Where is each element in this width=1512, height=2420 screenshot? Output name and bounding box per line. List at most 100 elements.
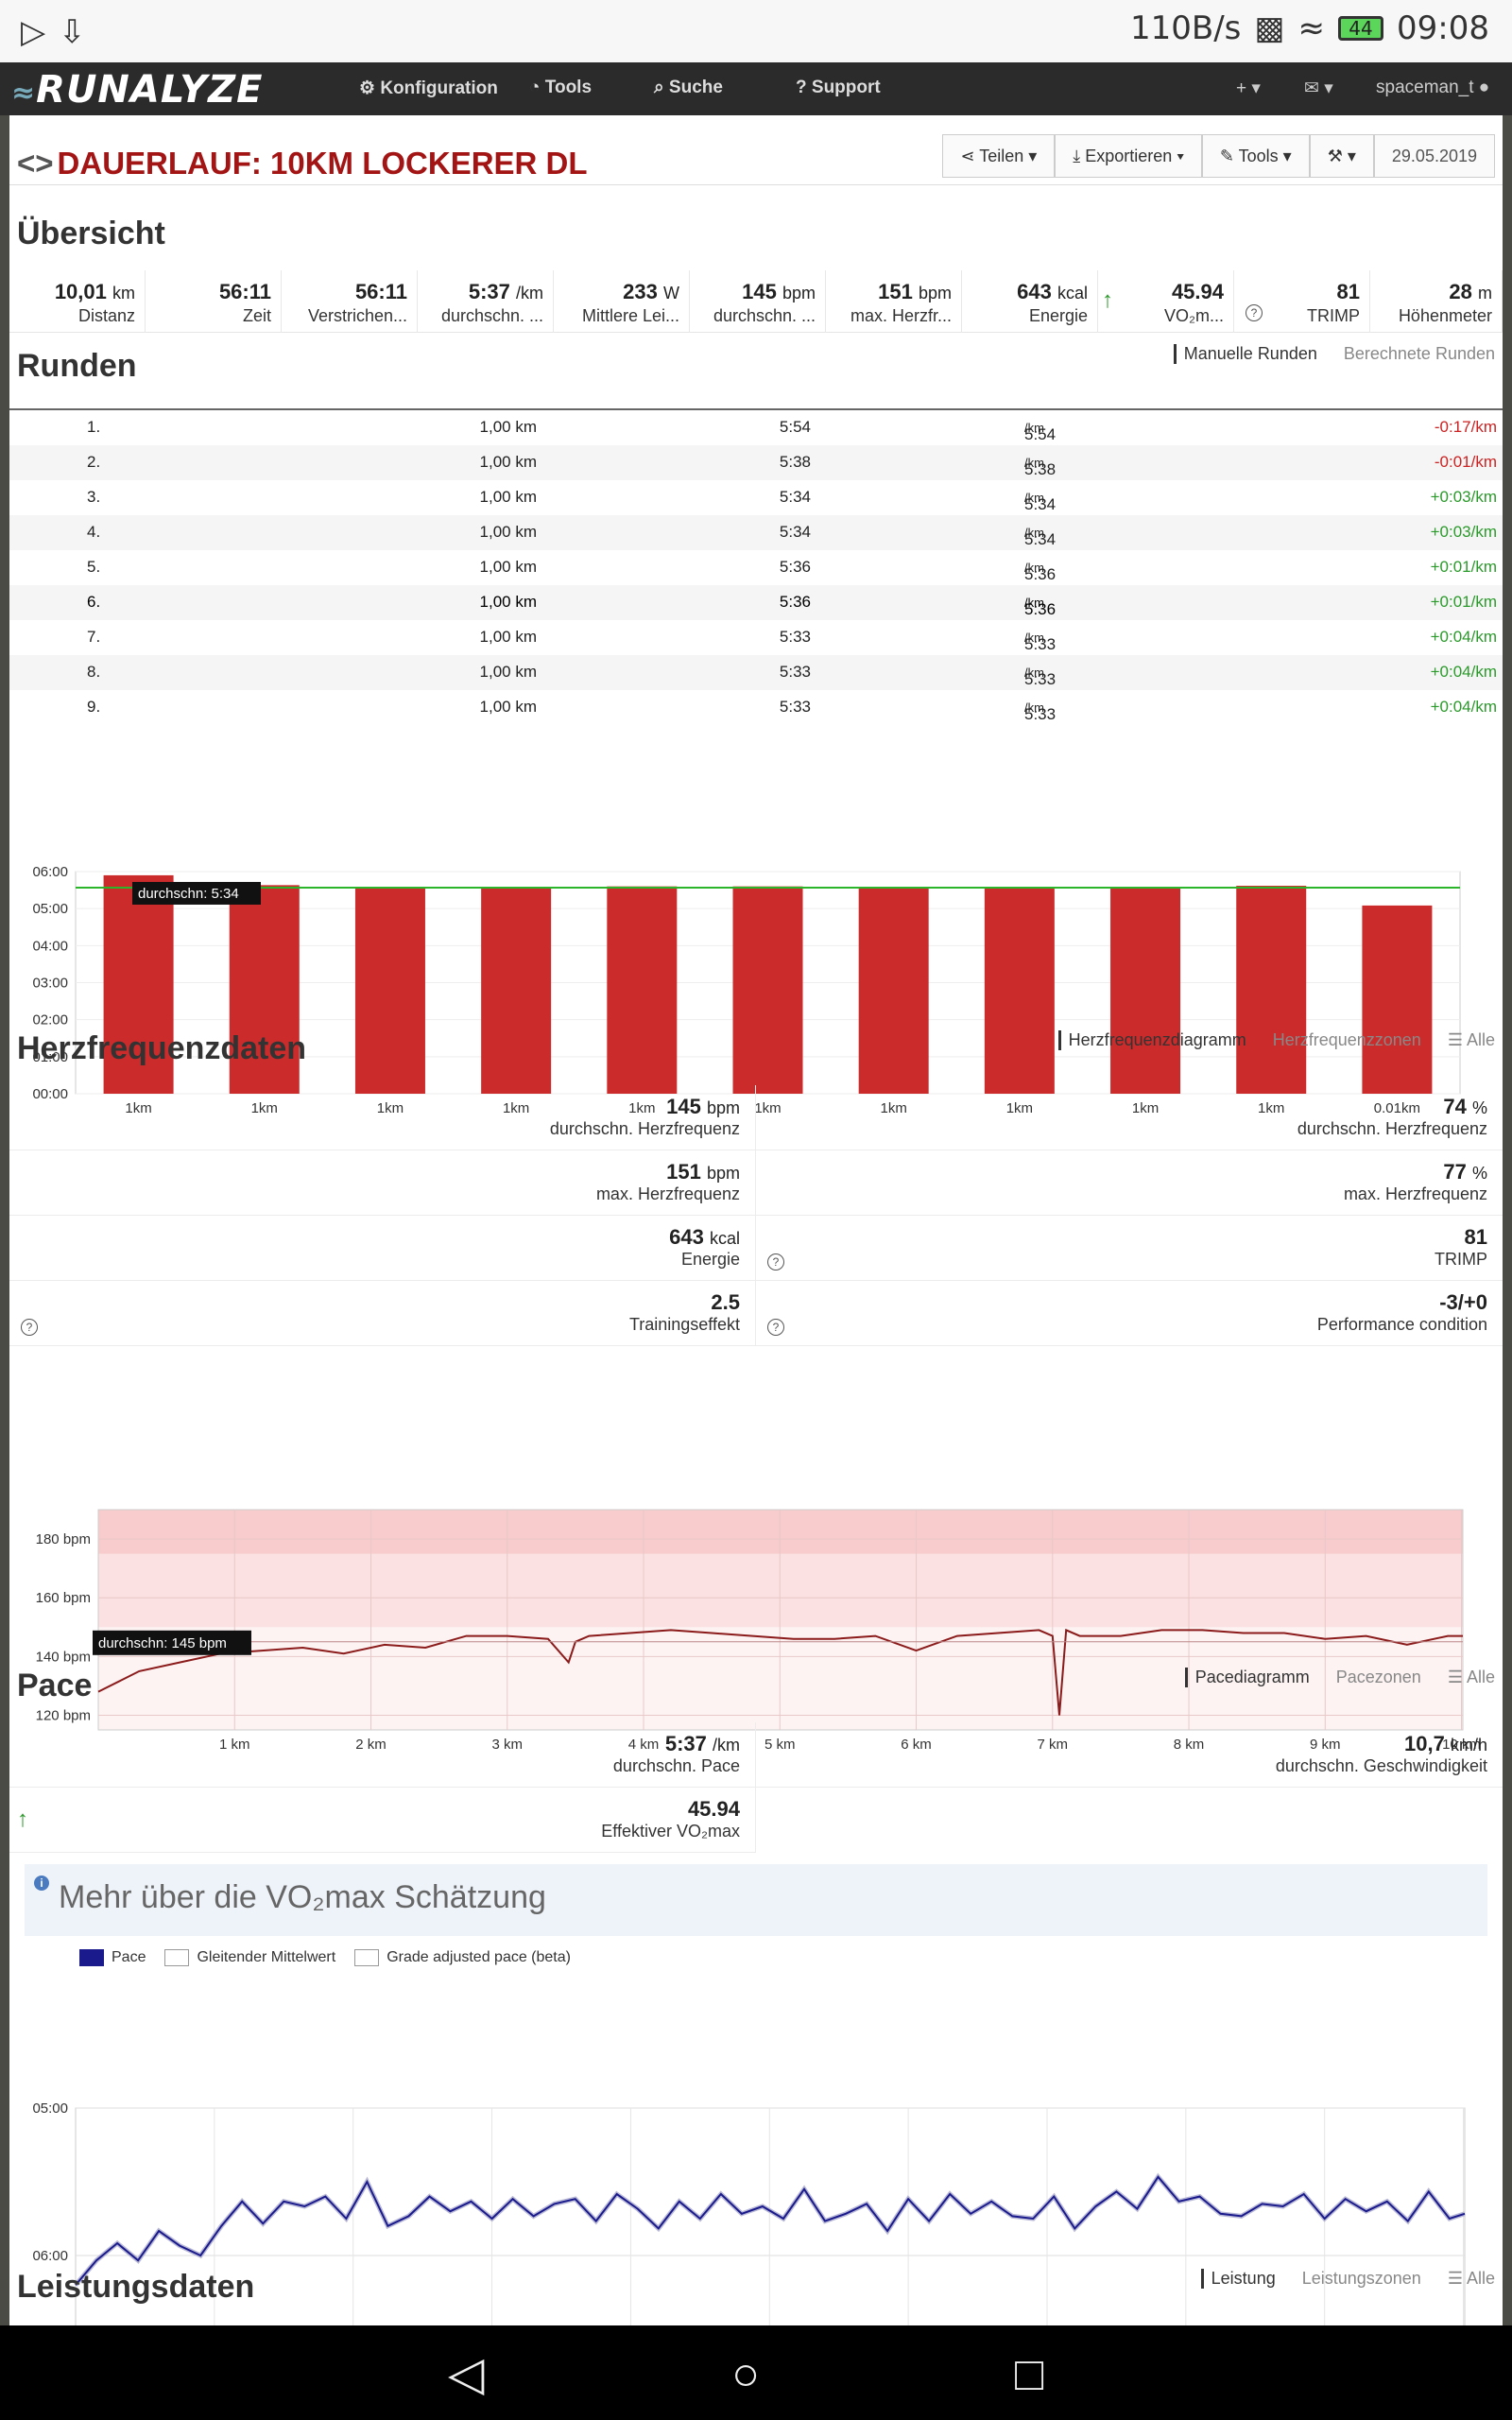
overview-stat: 81 TRIMP? — [1234, 270, 1370, 333]
lap-bar[interactable] — [481, 887, 552, 1094]
prev-next-arrows-icon[interactable]: <> — [17, 146, 54, 181]
hr-stat: 74 % durchschn. Herzfrequenz — [756, 1085, 1503, 1150]
arrow-up-icon: ↑ — [1102, 287, 1113, 313]
hr-chart-xtick: 2 km — [355, 1737, 387, 1753]
lap-row[interactable]: 5. 1,00 km 5:36 5:36/km +0:01/km — [9, 550, 1503, 585]
tab-berechnete-runden[interactable]: Berechnete Runden — [1343, 344, 1495, 363]
hr-chart-xtick: 8 km — [1174, 1737, 1205, 1753]
bar-chart-xtick: 1km — [1006, 1100, 1033, 1116]
lap-row[interactable]: 4. 1,00 km 5:34 5:34/km +0:03/km — [9, 515, 1503, 550]
vo2max-info-link[interactable]: Mehr über die VO₂max Schätzung — [59, 1879, 546, 1915]
vo2max-info-box[interactable]: i Mehr über die VO₂max Schätzung — [25, 1864, 1487, 1936]
messages-menu-button[interactable]: ✉ ▾ — [1304, 78, 1333, 98]
runalyze-logo[interactable]: ≈RUNALYZE — [11, 68, 263, 112]
lap-bar[interactable] — [229, 885, 300, 1094]
overview-stat-unit: W — [663, 284, 679, 302]
arrow-up-icon: ↑ — [17, 1806, 28, 1832]
legend-moving-average[interactable]: Gleitender Mittelwert — [164, 1949, 335, 1966]
lap-bar[interactable] — [607, 886, 678, 1094]
back-icon[interactable]: ◁ — [448, 2347, 485, 2400]
lap-row[interactable]: 7. 1,00 km 5:33 5:33/km +0:04/km — [9, 620, 1503, 655]
overview-stat-value: 81 — [1234, 280, 1360, 304]
lap-row[interactable]: 3. 1,00 km 5:34 5:34/km +0:03/km — [9, 480, 1503, 515]
laps-bar-chart: 00:00 01:00 02:00 03:00 04:00 05:00 06:00 1km 1k… — [32, 864, 1461, 1116]
overview-stat-label: durchschn. ... — [713, 306, 816, 325]
tools-button[interactable]: ✎ Tools ▾ — [1201, 134, 1310, 178]
help-icon[interactable]: ? — [1246, 304, 1263, 321]
lap-row[interactable]: 6. 1,00 km 5:36 5:36/km +0:01/km — [9, 585, 1503, 620]
overview-stat: 45.94 VO₂m... ↑ — [1098, 270, 1234, 333]
lap-row[interactable]: 2. 1,00 km 5:38 5:38/km -0:01/km — [9, 445, 1503, 480]
lap-pace-value: 5:38 — [1024, 460, 1057, 478]
tab-manuelle-runden[interactable]: Manuelle Runden — [1173, 344, 1317, 364]
overview-stat-label: TRIMP — [1307, 306, 1360, 325]
tab-herzfrequenzdiagramm[interactable]: Herzfrequenzdiagramm — [1057, 1030, 1246, 1050]
lap-row[interactable]: 1. 1,00 km 5:54 5:54/km -0:17/km — [9, 410, 1503, 445]
nav-suche[interactable]: ⌕ Suche — [654, 78, 723, 98]
activity-title: <> DAUERLAUF: 10KM LOCKERER DL — [17, 146, 588, 182]
edit-button[interactable]: ⚒ ▾ — [1309, 134, 1374, 178]
lap-pace-value: 5:54 — [1024, 425, 1057, 443]
help-icon[interactable]: ? — [767, 1319, 784, 1336]
lap-time: 5:34 — [779, 523, 811, 541]
lap-pace-diff: +0:03/km — [1430, 523, 1497, 541]
hr-stat-value: 77 % — [1443, 1160, 1487, 1184]
overview-stat: 10,01 km Distanz — [9, 270, 146, 333]
hr-chart-plot-area — [97, 1509, 1464, 1731]
overview-stat: 56:11 Zeit — [146, 270, 282, 333]
tab-hr-alle-label: Alle — [1466, 1030, 1495, 1049]
tab-pacediagramm[interactable]: Pacediagramm — [1184, 1668, 1310, 1687]
overview-stat-number: 81 — [1336, 280, 1360, 303]
nav-suche-label: Suche — [668, 78, 723, 97]
pace-stat-number: 10,7 — [1404, 1732, 1445, 1755]
lap-bar[interactable] — [1362, 905, 1433, 1094]
hr-stat-unit: bpm — [706, 1164, 740, 1183]
lap-bar[interactable] — [1110, 888, 1181, 1094]
lap-pace-value: 5:36 — [1024, 565, 1057, 583]
nav-tools[interactable]: ◔ Tools — [529, 78, 592, 98]
legend-pace[interactable]: Pace — [79, 1949, 146, 1966]
nav-support[interactable]: ? Support — [796, 78, 881, 98]
share-button[interactable]: ⋖ Teilen ▾ — [942, 134, 1056, 178]
tab-leistung[interactable]: Leistung — [1200, 2269, 1276, 2289]
help-icon[interactable]: ? — [767, 1253, 784, 1270]
overview-stat-value: 45.94 — [1098, 280, 1224, 304]
nav-konfiguration[interactable]: ⚙ Konfiguration — [359, 78, 498, 99]
tab-power-alle[interactable]: ☰ Alle — [1448, 2269, 1495, 2289]
bar-chart-ytick: 06:00 — [32, 864, 68, 880]
lap-bar[interactable] — [354, 887, 425, 1094]
tab-pace-alle[interactable]: ☰ Alle — [1448, 1668, 1495, 1687]
lap-bar[interactable] — [1236, 886, 1307, 1094]
lap-bar[interactable] — [732, 886, 803, 1094]
export-button[interactable]: ⤓ Exportieren ▾ — [1055, 134, 1202, 178]
clock: 09:08 — [1397, 9, 1489, 47]
user-menu-button[interactable]: spaceman_t ● — [1376, 78, 1489, 98]
list-icon: ☰ — [1447, 1030, 1467, 1049]
lap-pace: 5:36/km — [1024, 558, 1056, 583]
lap-bar[interactable] — [984, 888, 1055, 1094]
lap-row[interactable]: 8. 1,00 km 5:33 5:33/km +0:04/km — [9, 655, 1503, 690]
lap-distance: 1,00 km — [479, 663, 537, 681]
bar-chart-xtick: 1km — [125, 1100, 151, 1116]
tab-herzfrequenzzonen[interactable]: Herzfrequenzzonen — [1272, 1030, 1421, 1049]
add-menu-button[interactable]: + ▾ — [1236, 78, 1261, 98]
hr-stat-number: 145 — [666, 1095, 701, 1118]
lap-number: 7. — [87, 628, 101, 646]
average-pace-label-bg — [132, 881, 261, 905]
lap-bar[interactable] — [103, 874, 174, 1094]
help-icon[interactable]: ? — [21, 1319, 38, 1336]
tab-leistungszonen[interactable]: Leistungszonen — [1301, 2269, 1421, 2288]
tab-pacezonen[interactable]: Pacezonen — [1335, 1668, 1421, 1686]
lap-pace-value: 5:34 — [1024, 530, 1057, 548]
home-icon[interactable]: ○ — [731, 2347, 761, 2400]
lap-pace-unit: /km — [1024, 666, 1044, 680]
tab-hr-alle[interactable]: ☰ Alle — [1448, 1030, 1495, 1050]
bar-chart-xtick: 1km — [754, 1100, 781, 1116]
play-store-notification-icon: ▷ — [21, 14, 46, 50]
laps-heading: Runden — [17, 348, 137, 384]
overview-stat-label: Zeit — [242, 306, 271, 325]
lap-bar[interactable] — [858, 888, 929, 1094]
recents-icon[interactable]: □ — [1015, 2347, 1044, 2400]
legend-grade-adjusted[interactable]: Grade adjusted pace (beta) — [354, 1949, 571, 1966]
lap-row[interactable]: 9. 1,00 km 5:33 5:33/km +0:04/km — [9, 690, 1503, 725]
